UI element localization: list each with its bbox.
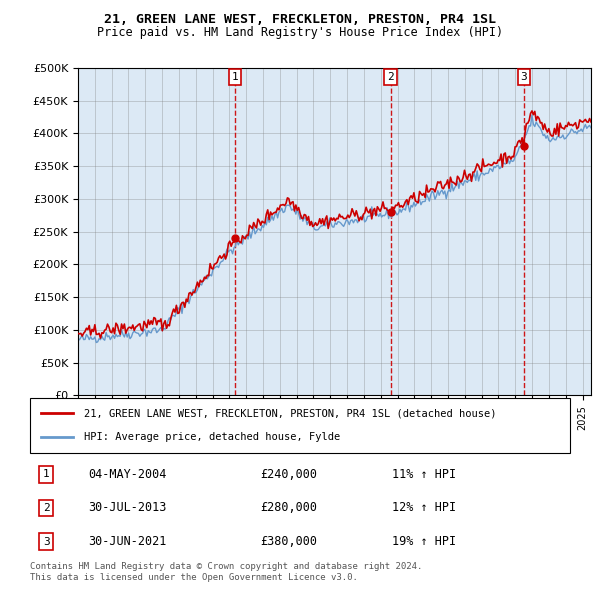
Text: 2: 2 bbox=[43, 503, 50, 513]
Text: 2: 2 bbox=[387, 72, 394, 82]
Text: 04-MAY-2004: 04-MAY-2004 bbox=[88, 468, 166, 481]
Text: 3: 3 bbox=[520, 72, 527, 82]
Text: 30-JUL-2013: 30-JUL-2013 bbox=[88, 502, 166, 514]
Text: £240,000: £240,000 bbox=[260, 468, 318, 481]
Text: 12% ↑ HPI: 12% ↑ HPI bbox=[392, 502, 456, 514]
Text: 21, GREEN LANE WEST, FRECKLETON, PRESTON, PR4 1SL: 21, GREEN LANE WEST, FRECKLETON, PRESTON… bbox=[104, 13, 496, 26]
Text: 30-JUN-2021: 30-JUN-2021 bbox=[88, 535, 166, 548]
Text: £280,000: £280,000 bbox=[260, 502, 318, 514]
Text: Price paid vs. HM Land Registry's House Price Index (HPI): Price paid vs. HM Land Registry's House … bbox=[97, 26, 503, 39]
Text: £380,000: £380,000 bbox=[260, 535, 318, 548]
Text: HPI: Average price, detached house, Fylde: HPI: Average price, detached house, Fyld… bbox=[84, 432, 340, 442]
Text: 1: 1 bbox=[232, 72, 238, 82]
FancyBboxPatch shape bbox=[30, 398, 570, 453]
Text: 3: 3 bbox=[43, 536, 50, 546]
Text: 11% ↑ HPI: 11% ↑ HPI bbox=[392, 468, 456, 481]
Text: 19% ↑ HPI: 19% ↑ HPI bbox=[392, 535, 456, 548]
Text: Contains HM Land Registry data © Crown copyright and database right 2024.
This d: Contains HM Land Registry data © Crown c… bbox=[30, 562, 422, 582]
Text: 1: 1 bbox=[43, 470, 50, 480]
Text: 21, GREEN LANE WEST, FRECKLETON, PRESTON, PR4 1SL (detached house): 21, GREEN LANE WEST, FRECKLETON, PRESTON… bbox=[84, 408, 497, 418]
